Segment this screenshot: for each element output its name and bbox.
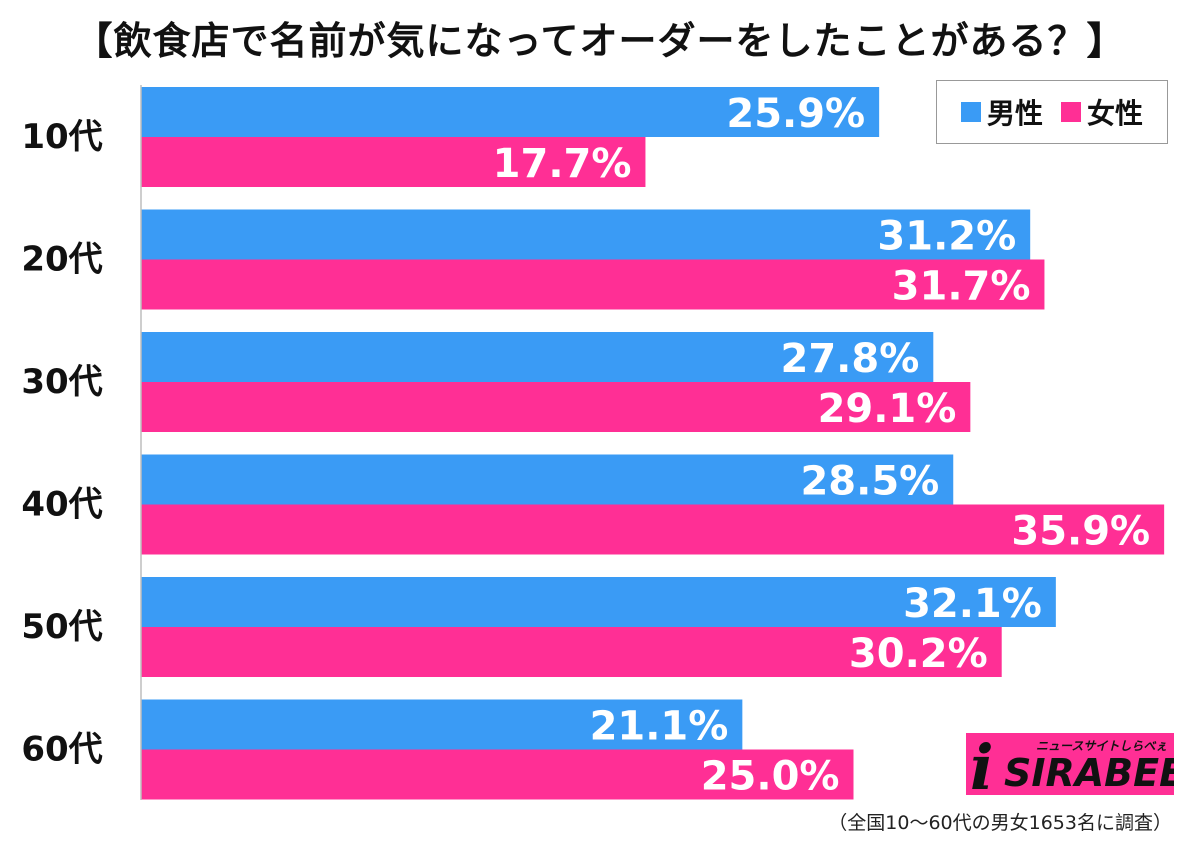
logo-name: SIRABEE <box>1004 751 1174 795</box>
data-label-female-1: 17.7% <box>493 141 632 187</box>
data-label-male-5: 32.1% <box>903 581 1042 627</box>
category-label-6: 60代 <box>21 730 102 770</box>
legend-label-male: 男性 <box>986 97 1043 130</box>
category-label-3: 30代 <box>21 362 102 402</box>
data-label-female-2: 31.7% <box>892 264 1031 310</box>
chart-title: 【飲食店で名前が気になってオーダーをしたことがある？】 <box>74 19 1126 63</box>
logo-tagline: ニュースサイトしらべぇ <box>1036 739 1168 753</box>
legend-swatch-male <box>960 102 981 122</box>
data-label-female-5: 30.2% <box>849 631 988 677</box>
category-label-2: 20代 <box>21 240 102 280</box>
bar-female-4 <box>141 504 1165 555</box>
data-label-male-3: 27.8% <box>781 336 920 382</box>
data-label-female-4: 35.9% <box>1011 509 1150 555</box>
bar-male-5 <box>141 577 1056 627</box>
sirabee-logo: i ニュースサイトしらべぇ SIRABEE <box>966 733 1174 795</box>
legend-item-female: 女性 <box>1061 92 1143 132</box>
footnote: （全国10〜60代の男女1653名に調査） <box>828 812 1172 834</box>
category-label-4: 40代 <box>21 485 102 525</box>
bar-male-3 <box>141 332 934 382</box>
bar-male-6 <box>141 699 743 750</box>
legend-item-male: 男性 <box>960 92 1043 132</box>
data-label-male-4: 28.5% <box>800 459 939 505</box>
data-label-female-3: 29.1% <box>818 386 957 432</box>
data-label-male-1: 25.9% <box>726 91 865 137</box>
logo-mark: i <box>970 733 994 795</box>
data-label-male-2: 31.2% <box>877 214 1016 260</box>
bar-male-2 <box>141 209 1031 260</box>
bar-female-1 <box>141 137 646 187</box>
data-label-female-6: 25.0% <box>701 754 840 800</box>
data-label-male-6: 21.1% <box>590 704 729 750</box>
bar-male-4 <box>141 454 954 505</box>
legend-label-female: 女性 <box>1087 97 1144 130</box>
legend: 男性 女性 <box>936 80 1168 144</box>
bar-female-6 <box>141 749 854 800</box>
bar-female-5 <box>141 627 1002 677</box>
bar-female-2 <box>141 259 1045 310</box>
category-label-1: 10代 <box>21 117 102 157</box>
category-label-5: 50代 <box>21 607 102 647</box>
bar-male-1 <box>141 87 880 137</box>
bar-female-3 <box>141 382 971 432</box>
legend-swatch-female <box>1061 102 1081 122</box>
